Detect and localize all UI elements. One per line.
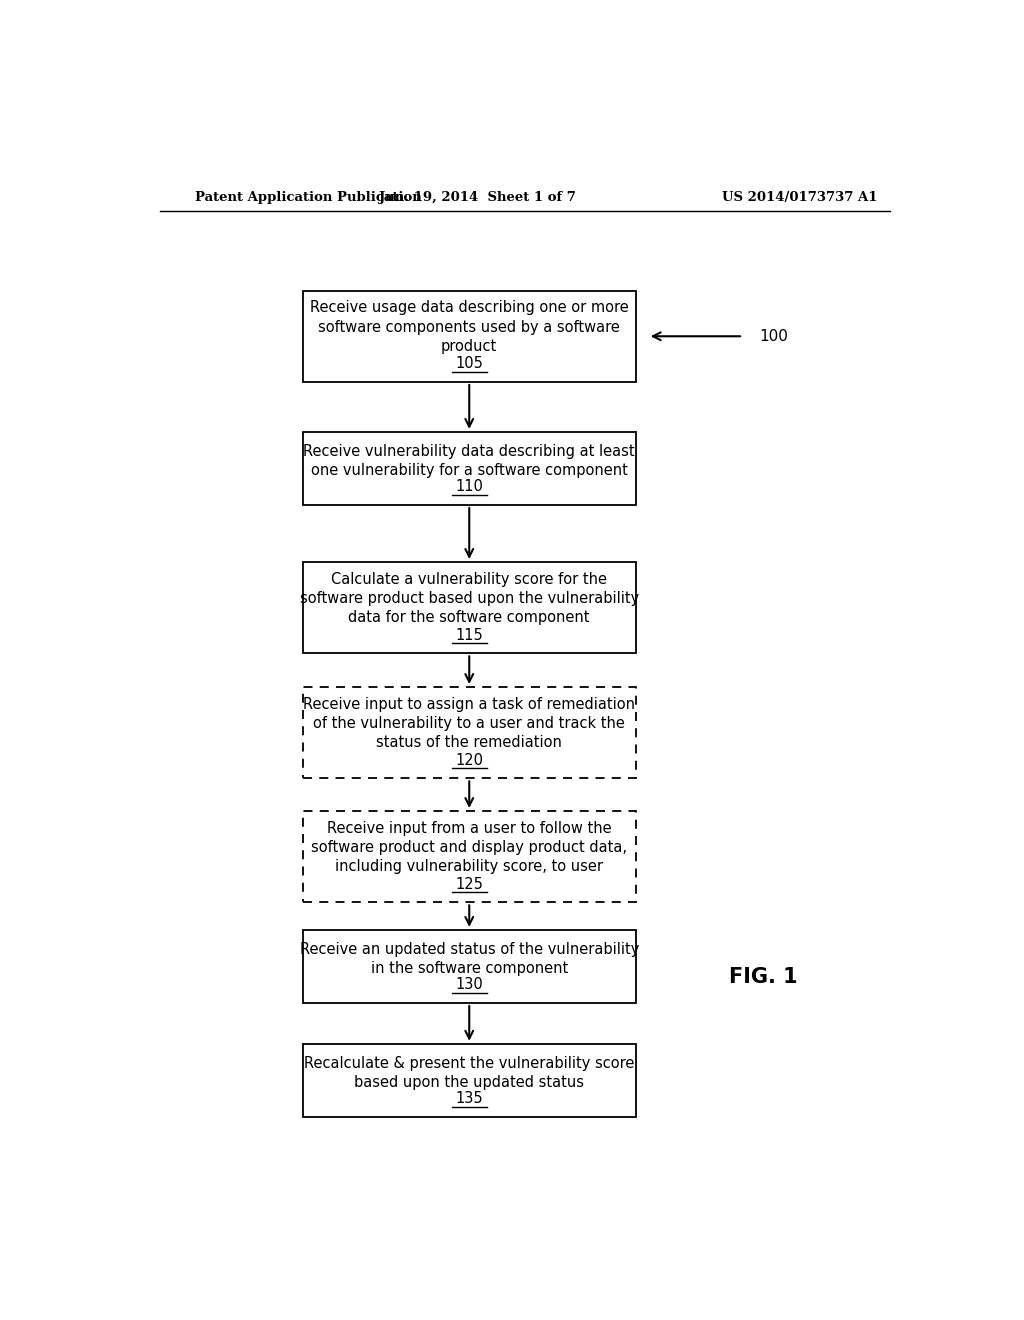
Text: Receive usage data describing one or more
software components used by a software: Receive usage data describing one or mor… [310,301,629,354]
Text: Jun. 19, 2014  Sheet 1 of 7: Jun. 19, 2014 Sheet 1 of 7 [379,190,575,203]
Text: Patent Application Publication: Patent Application Publication [196,190,422,203]
Text: Receive input from a user to follow the
software product and display product dat: Receive input from a user to follow the … [311,821,628,874]
Text: Recalculate & present the vulnerability score
based upon the updated status: Recalculate & present the vulnerability … [304,1056,635,1090]
Text: FIG. 1: FIG. 1 [728,966,798,986]
Bar [303,929,636,1003]
Bar [303,1044,636,1117]
Text: Receive an updated status of the vulnerability
in the software component: Receive an updated status of the vulnera… [300,942,639,977]
Bar [303,562,636,653]
Text: 120: 120 [456,752,483,768]
Text: 100: 100 [759,329,787,343]
Text: 135: 135 [456,1092,483,1106]
Text: US 2014/0173737 A1: US 2014/0173737 A1 [723,190,878,203]
Bar [303,686,636,779]
Bar [303,810,636,903]
Text: Receive input to assign a task of remediation
of the vulnerability to a user and: Receive input to assign a task of remedi… [303,697,635,750]
Text: 125: 125 [456,876,483,891]
Text: Receive vulnerability data describing at least
one vulnerability for a software : Receive vulnerability data describing at… [303,444,635,478]
Text: 105: 105 [456,356,483,371]
Bar [303,432,636,506]
Text: 115: 115 [456,627,483,643]
Text: Calculate a vulnerability score for the
software product based upon the vulnerab: Calculate a vulnerability score for the … [300,572,639,626]
Text: 130: 130 [456,977,483,993]
Bar [303,290,636,381]
Text: 110: 110 [456,479,483,494]
